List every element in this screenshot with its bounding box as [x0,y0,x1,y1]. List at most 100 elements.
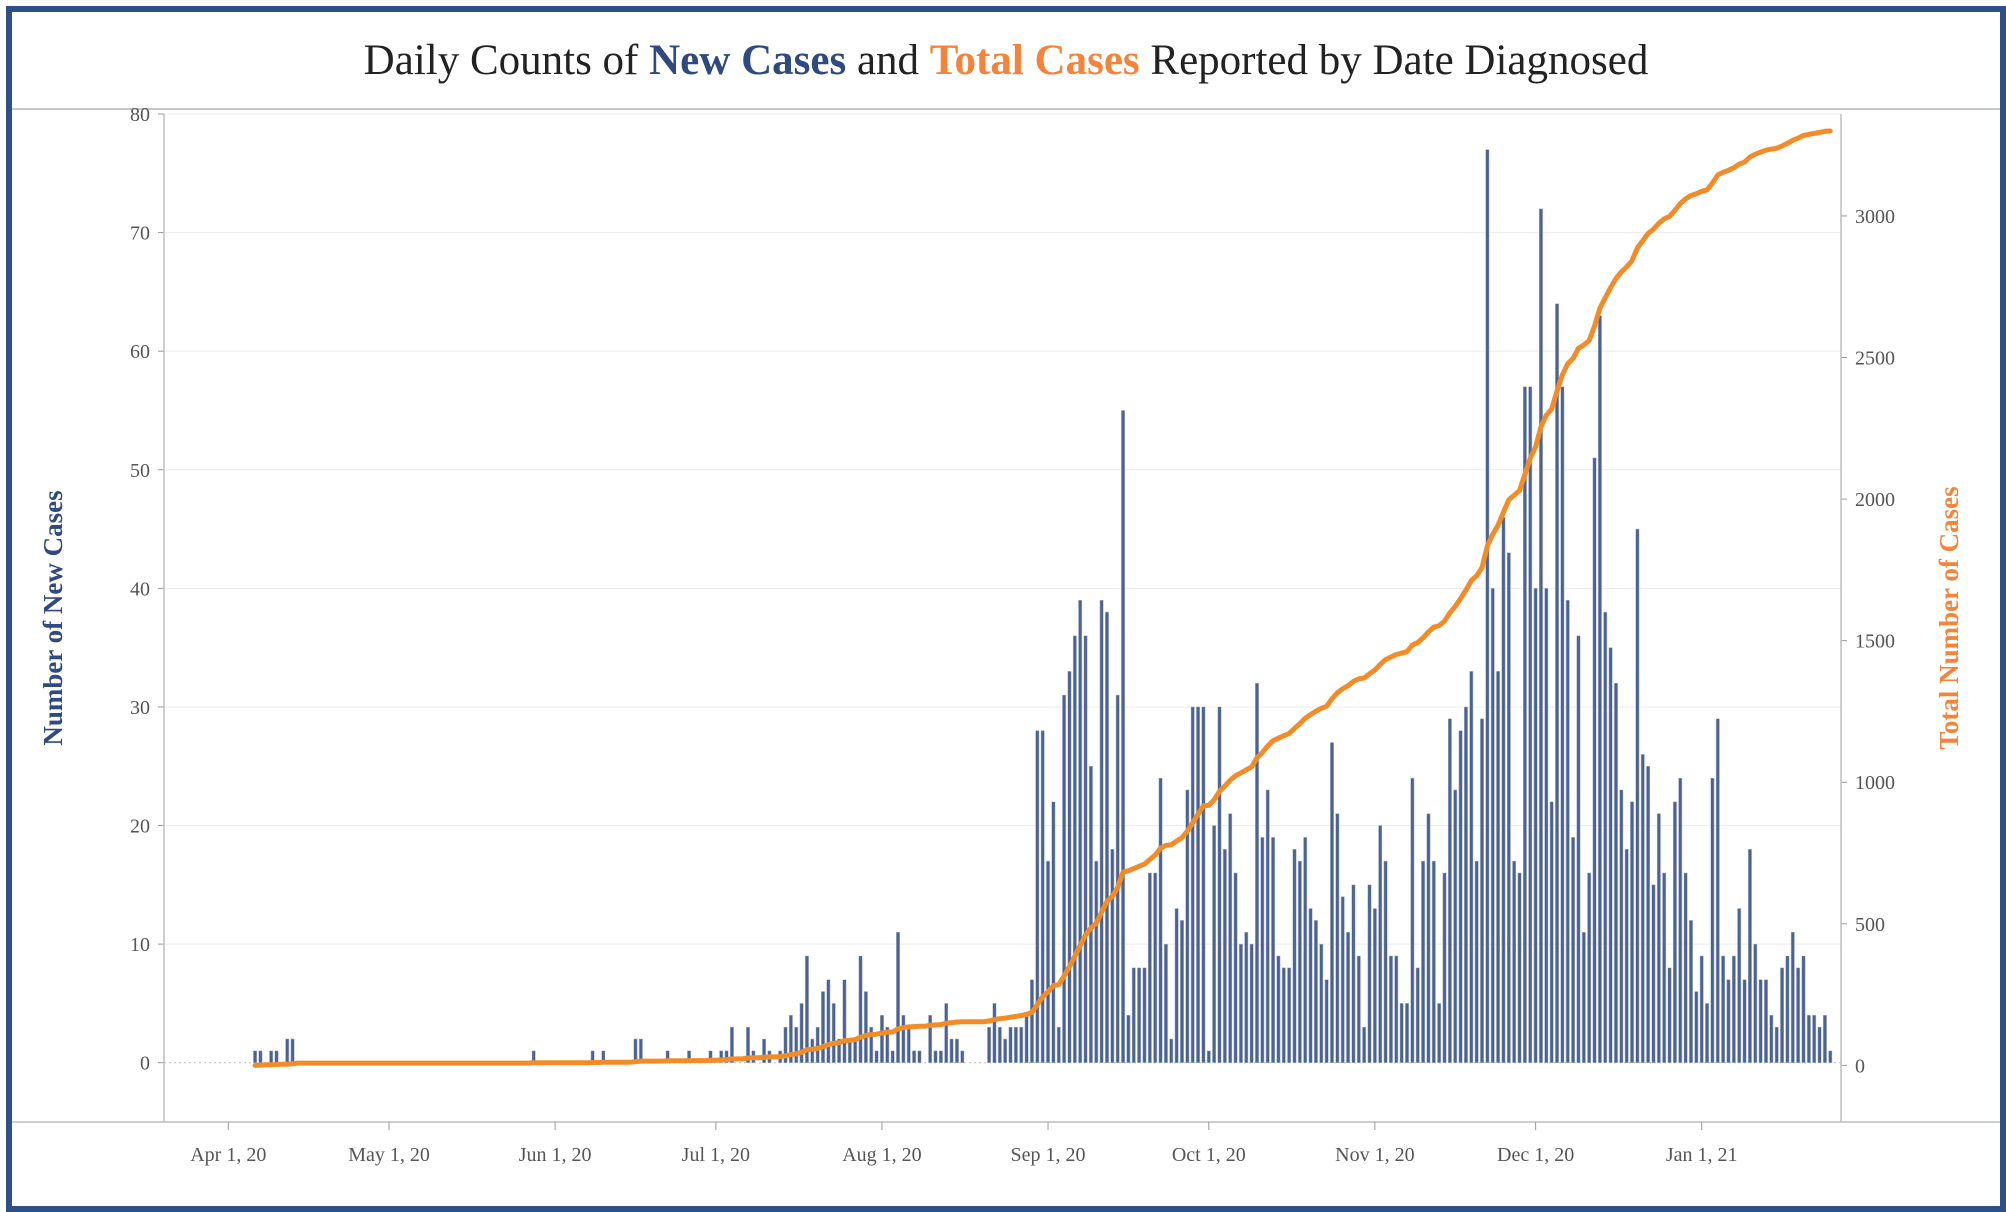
new-cases-bar [1372,908,1377,1063]
new-cases-bar [719,1050,724,1063]
new-cases-bar [869,1026,874,1063]
new-cases-bar [821,991,825,1063]
new-cases-bar [1485,149,1490,1063]
x-tick-label: Jan 1, 21 [1666,1144,1738,1166]
new-cases-bar [1094,860,1099,1063]
new-cases-bar [1190,706,1195,1063]
new-cases-bar [1737,908,1742,1063]
x-tick-label: Jul 1, 20 [682,1144,750,1166]
y-right-axis-title: Total Number of Cases [1934,486,1964,749]
new-cases-bar [858,955,863,1063]
y-right-tick-label: 500 [1855,914,1885,936]
new-cases-bar [1281,967,1286,1063]
x-tick-label: Jun 1, 20 [519,1144,592,1166]
x-tick-label: Dec 1, 20 [1497,1144,1574,1166]
new-cases-bar [1239,943,1243,1063]
new-cases-bar [1040,730,1045,1063]
new-cases-bar [955,1038,959,1063]
new-cases-bar [1539,208,1543,1063]
y-right-tick-label: 2000 [1855,489,1895,511]
new-cases-bar [1222,848,1227,1063]
new-cases-bar [1426,813,1431,1063]
new-cases-bar [1110,848,1115,1063]
y-left-tick-label: 70 [130,223,150,245]
new-cases-bar [1335,813,1340,1063]
y-left-axis-title: Number of New Cases [38,490,68,745]
chart-title: Daily Counts of New Cases and Total Case… [12,12,2000,110]
new-cases-bar [1233,872,1238,1063]
new-cases-bar [987,1026,992,1063]
new-cases-bar [1153,872,1158,1063]
new-cases-bar [880,1015,884,1063]
new-cases-bar [1651,884,1656,1063]
new-cases-bar [885,1026,890,1063]
new-cases-bar [863,991,868,1063]
new-cases-bar [1330,742,1334,1063]
new-cases-bar [1078,599,1083,1063]
new-cases-bar [1774,1026,1779,1063]
new-cases-bar [1421,860,1426,1063]
new-cases-bar [1180,920,1184,1063]
x-tick-label: Nov 1, 20 [1335,1144,1414,1166]
new-cases-bar [1715,718,1720,1063]
new-cases-bar [730,1026,734,1063]
new-cases-bar [794,1026,799,1063]
new-cases-bar [1458,730,1463,1063]
new-cases-bar [1024,1015,1029,1063]
new-cases-bar [1522,386,1527,1063]
new-cases-bar [912,1050,917,1063]
new-cases-bar [1431,860,1436,1063]
new-cases-bar [1137,967,1142,1063]
new-cases-bar [1817,1026,1822,1063]
new-cases-bar [724,1050,729,1063]
y-left-tick-label: 0 [140,1053,150,1075]
new-cases-bar [837,1038,841,1063]
new-cases-bar [258,1050,263,1063]
new-cases-bar [1056,1026,1061,1063]
new-cases-bar [1748,848,1752,1063]
new-cases-bar [290,1038,295,1063]
new-cases-bar [1464,706,1468,1063]
total-cases-line [252,128,1833,1068]
new-cases-bar [815,1026,820,1063]
new-cases-bar [1367,884,1372,1063]
new-cases-bar [1174,908,1179,1063]
new-cases-bar [1265,789,1270,1063]
new-cases-bar [1142,967,1147,1063]
new-cases-bar [1614,682,1618,1063]
new-cases-bar [1399,1003,1404,1063]
new-cases-bar [1560,386,1565,1063]
x-tick-label: May 1, 20 [348,1144,430,1166]
new-cases-bar [1362,1026,1367,1063]
new-cases-bar [1169,1038,1174,1063]
new-cases-bar [1565,599,1570,1063]
new-cases-bar [1276,955,1281,1063]
new-cases-bar [1555,303,1559,1063]
new-cases-bar [1067,671,1072,1063]
new-cases-bar [1126,1015,1131,1063]
new-cases-bar [1828,1050,1833,1063]
new-cases-bar [1646,765,1651,1063]
new-cases-bar [274,1050,279,1063]
new-cases-bar [1517,872,1522,1063]
new-cases-bar [746,1026,750,1063]
new-cases-bar [788,1015,793,1063]
new-cases-bar [1619,789,1624,1063]
new-cases-bar [853,1038,858,1063]
chart-plot: 0 10 20 30 40 50 60 70 80 0 500 1000 1500 2000 2500 300… [12,104,2000,1166]
new-cases-bar [799,1003,804,1063]
new-cases-bar [1378,825,1383,1063]
new-cases-bar [1699,955,1704,1063]
new-cases-bar [1442,872,1447,1063]
new-cases-bar [1453,789,1458,1063]
new-cases-bar [1812,1015,1817,1063]
new-cases-bar [1501,516,1506,1063]
new-cases-bar [1533,588,1538,1063]
new-cases-bar [1046,860,1050,1063]
y-left-tick-label: 80 [130,104,150,126]
new-cases-bar [1710,777,1715,1063]
new-cases-bar [992,1003,997,1063]
new-cases-bar [1356,955,1361,1063]
new-cases-bar [960,1050,965,1063]
y-right-tick-label: 1500 [1855,631,1895,653]
